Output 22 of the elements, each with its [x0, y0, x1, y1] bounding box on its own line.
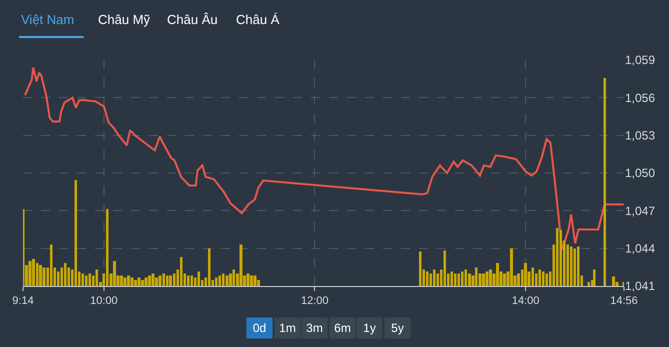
y-tick-label: 1,059: [625, 53, 656, 68]
text: 3m: [306, 321, 323, 335]
text: Việt Nam: [21, 12, 74, 27]
y-tick-label: 1,047: [625, 204, 656, 218]
y-tick-label: 1,056: [625, 90, 656, 105]
x-tick-label: 14:00: [512, 295, 540, 308]
x-tick-label: 10:00: [90, 295, 118, 308]
text: Châu Mỹ: [98, 12, 151, 27]
x-tick-label: 14:56: [610, 295, 638, 308]
text: 6m: [334, 321, 351, 335]
x-tick-label: 12:00: [300, 295, 328, 308]
text: Châu Âu: [167, 12, 218, 27]
text: 1y: [363, 321, 376, 335]
y-tick-label: 1,041: [625, 279, 656, 294]
text: 5y: [391, 321, 404, 335]
text: 0d: [252, 321, 266, 335]
text: Châu Á: [236, 12, 280, 27]
text: 1m: [279, 321, 296, 335]
x-tick-label: 9:14: [12, 295, 34, 308]
y-tick-label: 1,053: [625, 128, 656, 143]
y-tick-label: 1,044: [625, 242, 656, 256]
y-tick-label: 1,050: [625, 166, 656, 180]
